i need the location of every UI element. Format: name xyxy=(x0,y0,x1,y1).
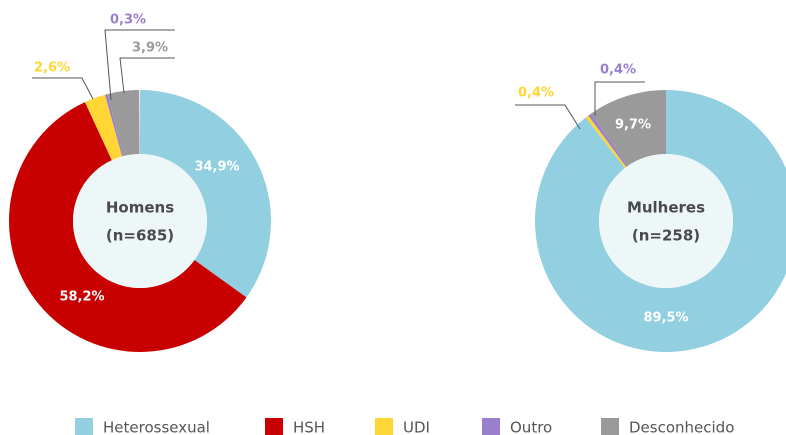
value-label: 58,2% xyxy=(59,290,104,305)
legend-swatch xyxy=(75,418,93,435)
legend-swatch xyxy=(375,418,393,435)
donut-center xyxy=(599,154,733,288)
leader-line xyxy=(515,104,581,130)
value-label: 9,7% xyxy=(615,118,651,133)
value-label: 3,9% xyxy=(132,41,168,56)
donut-slice xyxy=(140,90,271,298)
legend-label: UDI xyxy=(403,419,430,435)
leader-line xyxy=(119,57,175,94)
leader-line xyxy=(104,29,175,101)
center-label: (n=685) xyxy=(106,227,174,245)
legend-label: Heterossexual xyxy=(103,419,210,435)
value-label: 2,6% xyxy=(34,61,70,76)
value-label: 0,3% xyxy=(110,13,146,28)
donut-slice xyxy=(8,102,247,352)
donut-slice xyxy=(84,94,123,161)
donut-center xyxy=(73,154,207,288)
legend-swatch xyxy=(482,418,500,435)
legend-swatch xyxy=(601,418,619,435)
legend-swatch xyxy=(265,418,283,435)
legend-label: HSH xyxy=(293,419,325,435)
legend-label: Desconhecido xyxy=(629,419,734,435)
legend-label: Outro xyxy=(510,419,552,435)
value-label: 0,4% xyxy=(518,86,554,101)
leader-line xyxy=(32,77,94,100)
donut-slice xyxy=(105,94,124,157)
donut-slice xyxy=(535,90,786,352)
donut-slice xyxy=(588,113,628,168)
donut-slice xyxy=(585,115,627,169)
center-label: Mulheres xyxy=(627,199,705,217)
value-label: 0,4% xyxy=(600,63,636,78)
leader-line xyxy=(594,81,645,116)
value-label: 34,9% xyxy=(194,160,239,175)
donut-slice xyxy=(107,90,140,157)
center-label: Homens xyxy=(106,199,174,217)
center-label: (n=258) xyxy=(632,227,700,245)
value-label: 89,5% xyxy=(643,311,688,326)
donut-slice xyxy=(591,90,666,167)
